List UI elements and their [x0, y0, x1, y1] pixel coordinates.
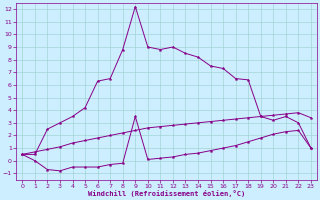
X-axis label: Windchill (Refroidissement éolien,°C): Windchill (Refroidissement éolien,°C): [88, 190, 245, 197]
